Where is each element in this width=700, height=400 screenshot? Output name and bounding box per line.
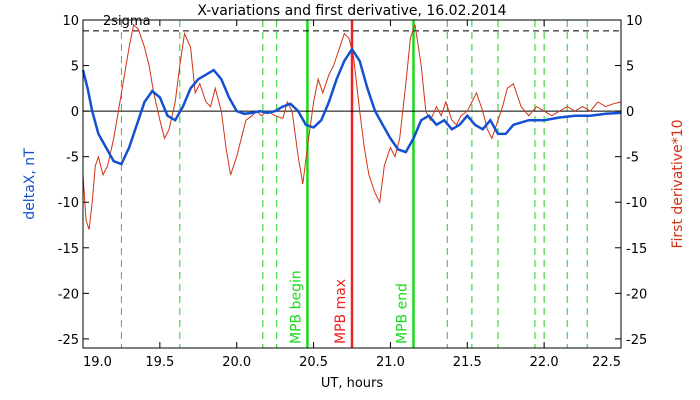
x-tick-label: 21.0 [376,355,405,370]
y-axis-right: 10 5 0 -5 -10 -15 -20 -25 [615,14,647,348]
y-tick-label-left: -10 [58,196,79,211]
series-deltax [81,46,622,166]
mpb-marker-lines [306,20,415,348]
y-tick-label-right: -5 [626,151,639,166]
x-tick-label: 20.0 [222,355,251,370]
x-tick-label: 19.5 [145,355,174,370]
y-tick-label-left: -15 [58,242,79,257]
mpb-marker-label: MPB end [394,283,410,344]
plot-frame [82,19,622,349]
y-tick-label-right: -25 [626,333,647,348]
y-tick-label-left: 0 [71,105,79,120]
y-tick-label-left: -5 [66,151,79,166]
y-axis-left: 10 5 0 -5 -10 -15 -20 -25 [58,14,89,348]
y-tick-label-right: 0 [626,105,634,120]
sigma-label: 2sigma [103,14,151,29]
y-tick-label-right: -15 [626,242,647,257]
mpb-marker-label: MPB max [333,279,349,344]
y-axis-left-label: deltaX, nT [22,148,38,220]
y-tick-label-left: 5 [71,60,79,75]
y-tick-label-left: -20 [58,287,79,302]
y-tick-label-right: 10 [626,14,643,29]
x-tick-label: 20.5 [299,355,328,370]
x-axis: 19.0 19.5 20.0 20.5 21.0 21.5 22.0 22.5 [82,20,622,370]
x-tick-label: 21.5 [453,355,482,370]
plot-area: MPB begin MPB max MPB end 2sigma [81,14,622,349]
x-axis-label: UT, hours [321,376,383,391]
x-tick-label: 22.5 [592,355,621,370]
mpb-marker-label: MPB begin [288,270,304,344]
y-axis-right-label: First derivative*10 [670,119,686,248]
y-tick-label-left: 10 [62,14,79,29]
y-tick-label-right: 5 [626,60,634,75]
chart-title: X-variations and first derivative, 16.02… [197,3,506,19]
dashed-lines [120,20,588,348]
y-tick-label-right: -10 [626,196,647,211]
y-tick-label-right: -20 [626,287,647,302]
y-tick-label-left: -25 [58,333,79,348]
series-first-derivative [82,23,622,230]
x-tick-label: 19.0 [83,355,112,370]
x-tick-label: 22.0 [530,355,559,370]
mpb-marker-labels: MPB begin MPB max MPB end [288,270,410,344]
